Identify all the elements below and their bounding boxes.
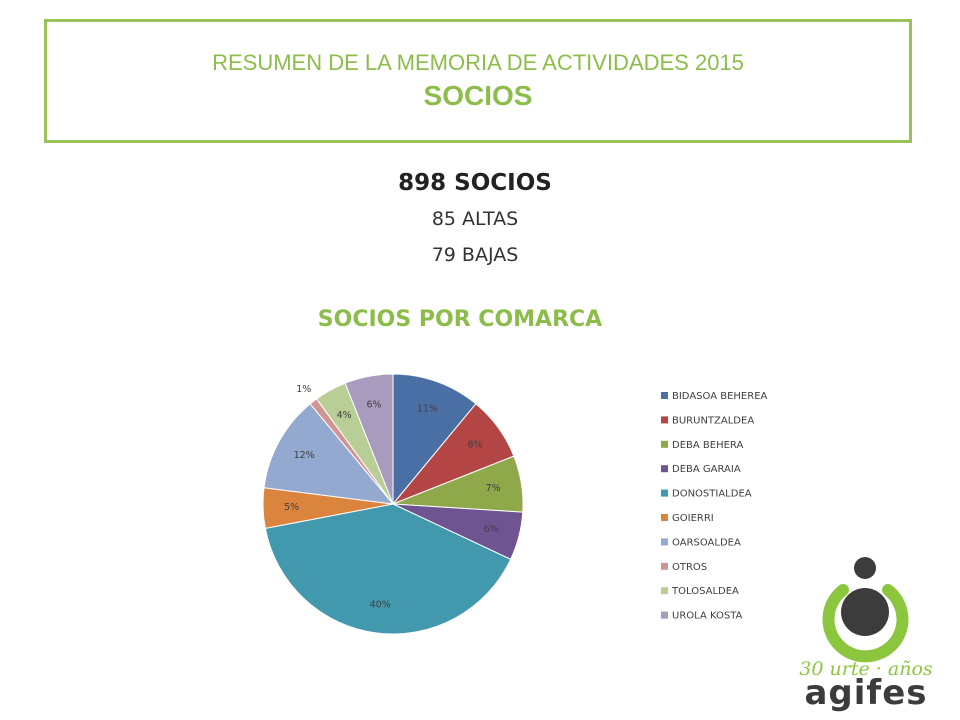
legend-swatch (661, 587, 668, 595)
new-members: 85 ALTAS (431, 208, 519, 230)
legend-label: DONOSTIALDEA (672, 489, 752, 500)
logo-brand: agifes (804, 673, 927, 713)
pie-slice-bidasoa-beherea (392, 373, 477, 506)
slice-label: 12% (294, 450, 315, 461)
legend-swatch (661, 440, 668, 448)
slice-label: 11% (417, 404, 438, 415)
pie-slice-urola-kosta (344, 373, 394, 505)
legend-swatch (661, 562, 668, 570)
pie-slice-oarsoaldea (263, 403, 395, 505)
slice-label: 6% (484, 524, 499, 535)
legend-swatch (661, 392, 668, 399)
legend-swatch (661, 489, 668, 497)
legend-label: BIDASOA BEHEREA (672, 391, 768, 402)
slice-label: 6% (366, 399, 381, 410)
header-title: RESUMEN DE LA MEMORIA DE ACTIVIDADES 201… (212, 50, 744, 75)
legend-swatch (661, 514, 668, 521)
legend-swatch (661, 416, 668, 424)
slice-label: 7% (486, 483, 501, 494)
legend-label: OARSOALDEA (672, 537, 741, 548)
legend-label: DEBA BEHERA (672, 440, 743, 451)
logo-tagline: 30 urte · años (799, 658, 933, 680)
legend-label: GOIERRI (672, 513, 714, 524)
legend-label: TOLOSALDEA (671, 586, 739, 597)
legend-swatch (661, 538, 668, 546)
legend-swatch (661, 465, 668, 473)
legend-label: BURUNTZALDEA (672, 415, 754, 426)
slice-label: 1% (296, 384, 311, 395)
legend-label: DEBA GARAIA (672, 464, 741, 475)
slice-label: 8% (467, 439, 482, 450)
slice-label: 40% (370, 600, 391, 611)
header-subtitle: SOCIOS (423, 80, 533, 111)
legend-swatch (661, 611, 668, 619)
logo-symbol-icon (822, 557, 909, 663)
legend-label: OTROS (672, 562, 707, 573)
total-members: 898 SOCIOS (398, 170, 552, 196)
slice-label: 5% (284, 502, 299, 513)
header-box: RESUMEN DE LA MEMORIA DE ACTIVIDADES 201… (44, 19, 912, 143)
slice-label: 4% (337, 410, 352, 421)
legend-label: UROLA KOSTA (672, 611, 743, 622)
pie-slice-donostialdea (264, 503, 512, 635)
chart-title: SOCIOS POR COMARCA (317, 307, 603, 332)
members-left: 79 BAJAS (431, 244, 519, 266)
